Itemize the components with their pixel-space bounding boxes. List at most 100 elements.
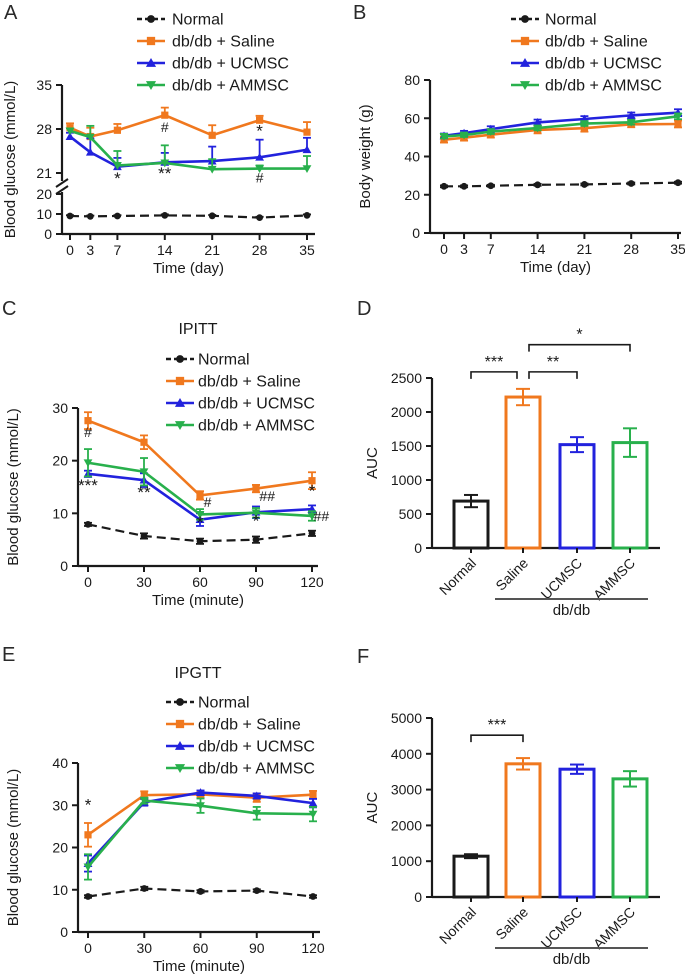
marker-triangle-up bbox=[302, 145, 312, 154]
y-tick-label: 40 bbox=[52, 755, 68, 771]
panel-D-bar-chart: 0 500 1000 1500 2000 2500 AUC Normal Saline UCMSC… bbox=[364, 327, 660, 619]
marker-triangle-down bbox=[255, 165, 264, 173]
legend-label: db/db + AMMSC bbox=[198, 418, 315, 435]
marker-square bbox=[161, 111, 169, 119]
series-line bbox=[69, 214, 308, 219]
marker-circle bbox=[197, 888, 204, 895]
y-tick-label: 20 bbox=[404, 187, 420, 203]
marker-circle bbox=[308, 529, 316, 537]
x-tick-label: 90 bbox=[248, 574, 264, 590]
x-tick-label: 35 bbox=[299, 242, 315, 258]
legend-label: Normal bbox=[545, 12, 597, 29]
series-line bbox=[69, 129, 307, 171]
legend-label: db/db + UCMSC bbox=[545, 56, 662, 73]
marker-triangle-down bbox=[308, 810, 318, 819]
marker-triangle-down bbox=[139, 797, 149, 806]
y-tick-label: 1000 bbox=[391, 853, 422, 869]
panel-letter-E: E bbox=[2, 644, 16, 666]
marker-triangle-up bbox=[519, 57, 531, 67]
marker-triangle-down bbox=[307, 512, 317, 521]
x-axis-label: Time (day) bbox=[153, 260, 224, 277]
marker-square bbox=[256, 116, 264, 124]
series-line bbox=[444, 181, 679, 188]
marker-circle bbox=[440, 182, 448, 190]
marker-square bbox=[308, 477, 316, 485]
y-tick-label: 2500 bbox=[391, 370, 422, 386]
y-tick-label: 80 bbox=[404, 72, 420, 88]
y-tick-label: 3000 bbox=[391, 782, 422, 798]
marker-square bbox=[175, 719, 185, 729]
x-tick-label: 0 bbox=[440, 241, 448, 257]
y-tick-label: 4000 bbox=[391, 746, 422, 762]
y-tick-label: 0 bbox=[412, 225, 420, 241]
x-tick-label: 90 bbox=[249, 940, 265, 956]
y-tick-label: 10 bbox=[36, 206, 52, 222]
x-tick-label: 7 bbox=[114, 242, 122, 258]
x-tick-label: 3 bbox=[86, 242, 94, 258]
marker-circle bbox=[140, 532, 148, 540]
bar-saline bbox=[504, 762, 542, 899]
significance-bracket bbox=[470, 734, 524, 743]
significance-annotation: * bbox=[85, 795, 92, 814]
significance-annotation: * bbox=[309, 481, 316, 500]
y-axis-label: Body weight (g) bbox=[357, 104, 374, 208]
legend-label: Normal bbox=[198, 695, 250, 712]
category-label: UCMSC bbox=[538, 904, 586, 952]
significance-annotation: # bbox=[204, 494, 212, 510]
bar-saline bbox=[504, 395, 542, 550]
marker-circle bbox=[84, 520, 92, 528]
category-label: Normal bbox=[436, 555, 479, 598]
marker-circle bbox=[161, 212, 169, 219]
x-tick-label: 0 bbox=[84, 940, 92, 956]
marker-triangle-down bbox=[174, 421, 186, 431]
marker-square bbox=[303, 128, 311, 136]
category-label: AMMSC bbox=[590, 555, 638, 603]
marker-triangle-down bbox=[195, 510, 205, 519]
panel-letter-C: C bbox=[2, 298, 17, 320]
marker-triangle-down bbox=[486, 128, 496, 137]
y-tick-label: 0 bbox=[60, 924, 68, 940]
panel-letter-F: F bbox=[357, 646, 370, 668]
x-axis-label: Time (minute) bbox=[152, 592, 244, 609]
x-tick-label: 21 bbox=[577, 241, 593, 257]
bar-ucmsc bbox=[558, 767, 596, 899]
marker-triangle-down bbox=[302, 165, 312, 173]
bar-ucmsc bbox=[558, 443, 596, 550]
y-tick-label: 20 bbox=[52, 840, 68, 856]
y-tick-label: 30 bbox=[52, 797, 68, 813]
x-axis-label: Time (day) bbox=[520, 259, 591, 276]
y-axis-label: Blood glucose (mmol/L) bbox=[5, 408, 22, 566]
x-tick-label: 28 bbox=[252, 242, 268, 258]
group-label: db/db bbox=[553, 602, 591, 619]
panel-letter-A: A bbox=[4, 2, 18, 24]
category-label: UCMSC bbox=[538, 555, 586, 603]
marker-circle bbox=[147, 15, 155, 23]
y-tick-label: 10 bbox=[52, 882, 68, 898]
marker-triangle-down bbox=[626, 118, 636, 127]
legend-label: db/db + Saline bbox=[198, 374, 301, 391]
marker-circle bbox=[86, 213, 94, 220]
marker-triangle-down bbox=[160, 159, 170, 168]
significance-annotation: * bbox=[253, 512, 260, 531]
marker-triangle-up bbox=[533, 118, 542, 126]
marker-square bbox=[196, 491, 204, 500]
y-tick-label: 10 bbox=[52, 505, 68, 521]
marker-square bbox=[252, 484, 260, 493]
marker-triangle-up bbox=[255, 152, 264, 161]
significance-annotation: # bbox=[161, 119, 169, 135]
panel-C-line-chart: 0 10 20 30 0 30 60 90 120 Time (minute) Blood gluc… bbox=[5, 321, 329, 609]
category-label: Saline bbox=[492, 555, 531, 594]
significance-annotation: ## bbox=[259, 488, 275, 504]
chart-title: IPITT bbox=[178, 321, 217, 338]
panel-F: F 0 1000 2000 3000 4000 5000 AUC Normal Saline UC… bbox=[345, 630, 685, 974]
marker-triangle-up bbox=[65, 132, 75, 140]
panel-letter-B: B bbox=[353, 2, 367, 24]
x-tick-label: 30 bbox=[136, 574, 152, 590]
y-tick-label: 0 bbox=[414, 889, 422, 905]
legend-label: Normal bbox=[198, 352, 250, 369]
marker-square bbox=[140, 791, 148, 799]
x-tick-label: 120 bbox=[301, 940, 325, 956]
panel-C: C 0 10 20 30 0 30 60 90 120 Time (minute) Blood gl… bbox=[0, 292, 345, 630]
significance-label: *** bbox=[485, 354, 504, 371]
panel-letter-D: D bbox=[357, 298, 372, 320]
